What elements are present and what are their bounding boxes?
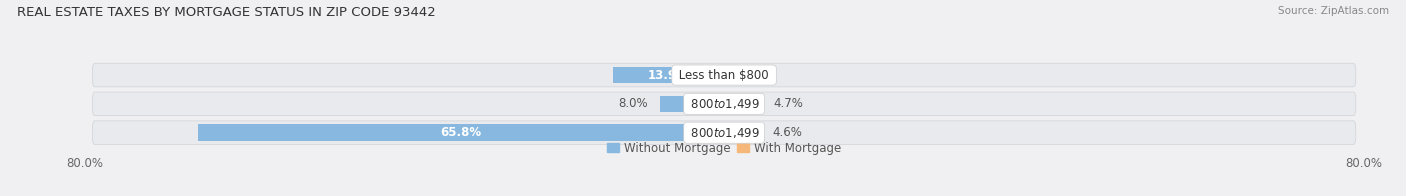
Bar [198,124,724,141]
Text: 13.9%: 13.9% [648,69,689,82]
Text: Source: ZipAtlas.com: Source: ZipAtlas.com [1278,6,1389,16]
Text: REAL ESTATE TAXES BY MORTGAGE STATUS IN ZIP CODE 93442: REAL ESTATE TAXES BY MORTGAGE STATUS IN … [17,6,436,19]
Text: 4.6%: 4.6% [773,126,803,139]
Text: $800 to $1,499: $800 to $1,499 [688,126,761,140]
Bar [613,67,724,83]
Text: Less than $800: Less than $800 [675,69,773,82]
Text: $800 to $1,499: $800 to $1,499 [688,97,761,111]
Text: 8.0%: 8.0% [619,97,648,110]
Text: 65.8%: 65.8% [440,126,482,139]
Text: 4.7%: 4.7% [773,97,804,110]
Legend: Without Mortgage, With Mortgage: Without Mortgage, With Mortgage [607,142,841,155]
Bar [661,95,724,112]
Bar [724,95,762,112]
Bar [724,124,761,141]
FancyBboxPatch shape [93,63,1355,87]
FancyBboxPatch shape [93,92,1355,116]
Text: 0.0%: 0.0% [737,69,766,82]
FancyBboxPatch shape [93,121,1355,144]
